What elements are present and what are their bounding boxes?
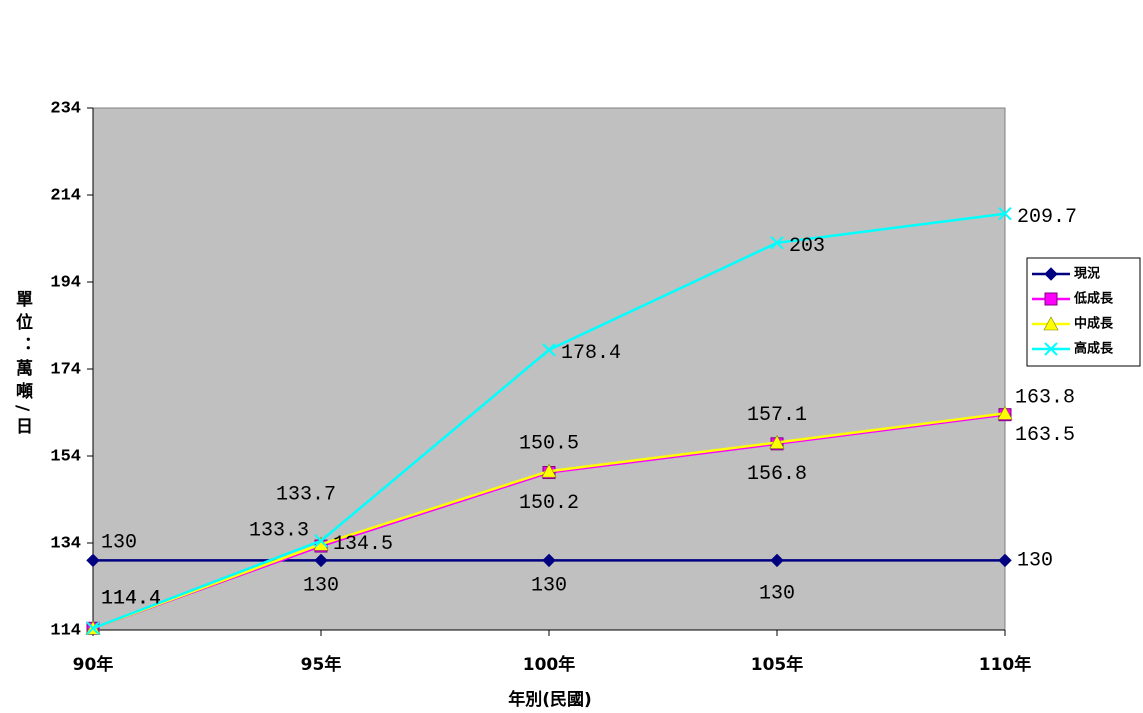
data-label: 133.3 <box>249 519 309 542</box>
data-label: 130 <box>1017 550 1053 573</box>
data-label: 157.1 <box>747 404 807 427</box>
x-tick-label: 90年 <box>73 654 114 675</box>
legend-label: 現況 <box>1074 266 1100 282</box>
x-tick-label: 105年 <box>751 654 804 675</box>
data-label: 150.5 <box>519 433 579 456</box>
data-label: 150.2 <box>519 492 579 515</box>
legend-label: 高成長 <box>1074 341 1114 357</box>
y-tick-label: 134 <box>50 534 81 553</box>
marker <box>1045 293 1057 305</box>
data-label: 203 <box>789 235 825 258</box>
data-label: 130 <box>303 575 339 598</box>
x-tick-label: 100年 <box>523 654 576 675</box>
data-label: 133.7 <box>276 484 336 507</box>
legend-label: 低成長 <box>1073 291 1114 307</box>
y-tick-label: 234 <box>50 99 81 118</box>
chart: 年別(民國) 114 134 154 174 194 214 234 90年 95年 100年 10… <box>0 0 1143 713</box>
x-tick-label: 95年 <box>301 654 342 675</box>
y-tick-label: 154 <box>50 447 81 466</box>
y-axis-title: 單位：萬噸/日 <box>12 290 33 440</box>
data-label: 156.8 <box>747 463 807 486</box>
data-label: 130 <box>759 583 795 606</box>
x-tick-label: 110年 <box>979 654 1032 675</box>
data-label: 130 <box>531 575 567 598</box>
plot-area <box>93 108 1005 630</box>
data-label: 114.4 <box>101 588 161 611</box>
y-axis-title: 單位：萬噸/日 <box>12 290 33 440</box>
data-label: 163.5 <box>1015 424 1075 447</box>
data-label: 134.5 <box>333 533 393 556</box>
data-label: 163.8 <box>1015 387 1075 410</box>
y-tick-label: 114 <box>50 621 81 640</box>
data-label: 209.7 <box>1017 206 1077 229</box>
y-tick-label: 194 <box>50 273 81 292</box>
y-tick-label: 174 <box>50 360 81 379</box>
data-label: 130 <box>101 532 137 555</box>
x-axis-title: 年別(民國) <box>508 689 592 710</box>
data-label: 178.4 <box>561 342 621 365</box>
y-tick-label: 214 <box>50 186 81 205</box>
legend-label: 中成長 <box>1074 316 1114 332</box>
